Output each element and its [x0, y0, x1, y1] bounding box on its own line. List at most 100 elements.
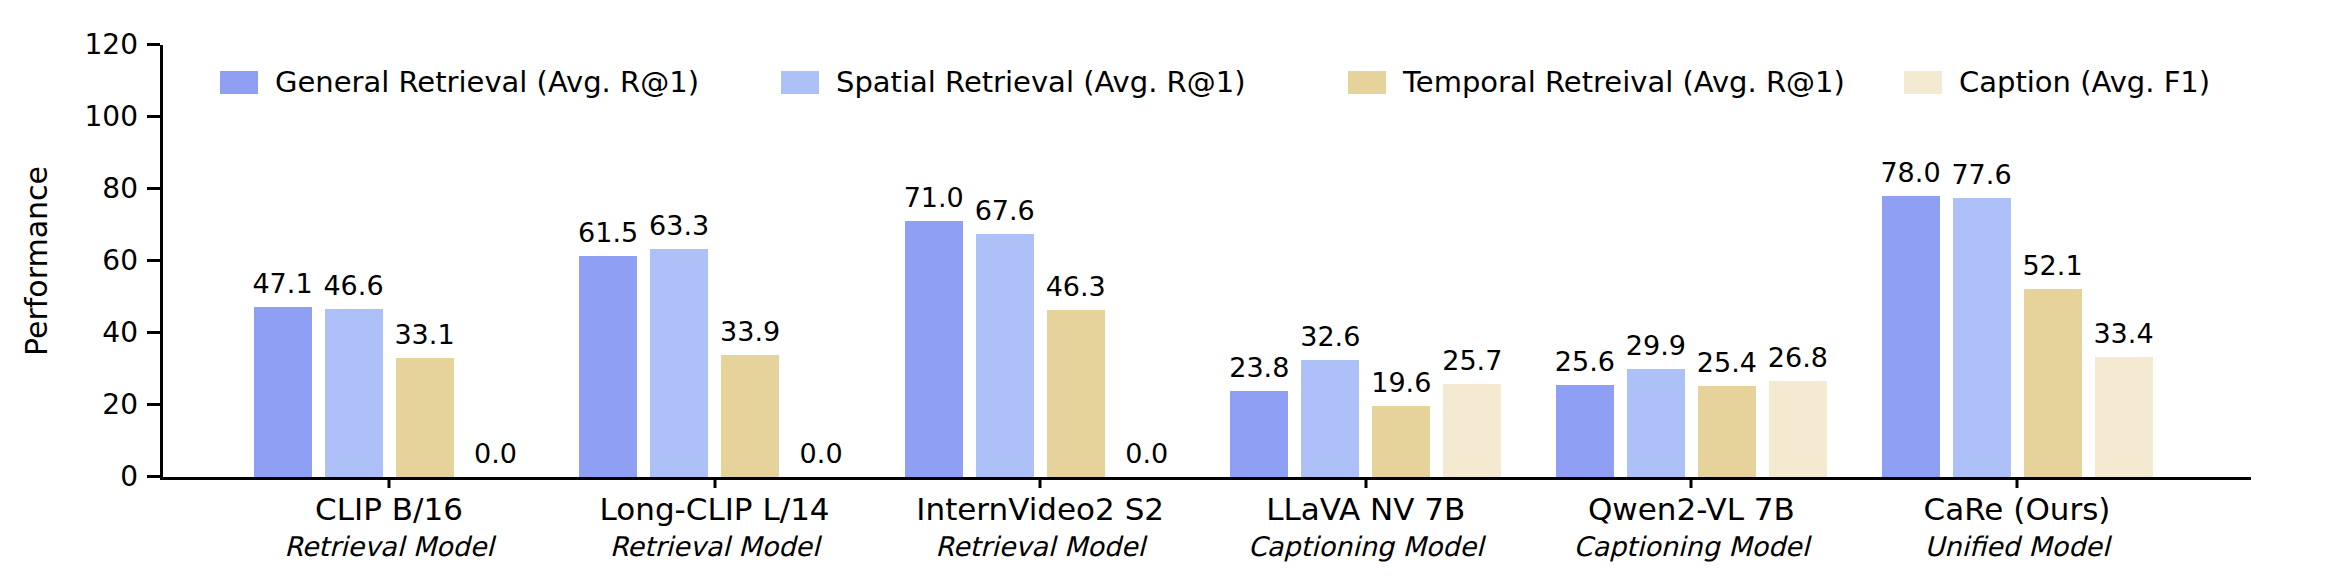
bar-slot: 71.0 [905, 221, 963, 477]
bar-caption-avg-f1-llava-nv-7b [1443, 384, 1501, 477]
bar-slot: 29.9 [1627, 369, 1685, 477]
bar-slot: 25.7 [1443, 384, 1501, 477]
bar-slot: 33.9 [721, 355, 779, 477]
bar-spatial-retrieval-avg-r-1-llava-nv-7b [1301, 360, 1359, 477]
bar-general-retrieval-avg-r-1-care-ours [1882, 196, 1940, 477]
x-tick-mark [1364, 480, 1367, 488]
bar-slot: 25.4 [1698, 386, 1756, 477]
category-label-clip-b-16: CLIP B/16 [315, 491, 463, 527]
bar-value-label: 78.0 [1880, 157, 1940, 188]
bar-temporal-retreival-avg-r-1-qwen2-vl-7b [1698, 386, 1756, 477]
bar-chart-figure: Performance 020406080100120 General Retr… [0, 0, 2348, 587]
category-type-label: Retrieval Model [610, 531, 820, 562]
bars-row: 23.832.619.625.7 [1230, 45, 1501, 477]
category-label-qwen2-vl-7b: Qwen2-VL 7B [1588, 491, 1795, 527]
bar-slot: 67.6 [976, 234, 1034, 477]
bar-group-care-ours: 78.077.652.133.4CaRe (Ours)Unified Model [1882, 45, 2153, 477]
category-type-label: Retrieval Model [935, 531, 1145, 562]
category-label-long-clip-l-14: Long-CLIP L/14 [600, 491, 830, 527]
x-tick-mark [713, 480, 716, 488]
plot-area: 020406080100120 General Retrieval (Avg. … [160, 45, 2251, 480]
bar-general-retrieval-avg-r-1-llava-nv-7b [1230, 391, 1288, 477]
bar-spatial-retrieval-avg-r-1-qwen2-vl-7b [1627, 369, 1685, 477]
legend-swatch-general-retrieval-avg-r-1 [220, 71, 258, 94]
bar-spatial-retrieval-avg-r-1-long-clip-l-14 [650, 249, 708, 477]
bar-slot: 19.6 [1372, 406, 1430, 477]
bar-slot: 78.0 [1882, 196, 1940, 477]
y-tick-mark [147, 115, 160, 118]
category-label-care-ours: CaRe (Ours) [1924, 491, 2111, 527]
bar-temporal-retreival-avg-r-1-care-ours [2024, 289, 2082, 477]
bar-value-label: 0.0 [800, 438, 843, 469]
bar-group-llava-nv-7b: 23.832.619.625.7LLaVA NV 7BCaptioning Mo… [1230, 45, 1501, 477]
bar-value-label: 33.9 [720, 316, 780, 347]
category-label-llava-nv-7b: LLaVA NV 7B [1266, 491, 1465, 527]
bar-general-retrieval-avg-r-1-qwen2-vl-7b [1556, 385, 1614, 477]
bar-slot: 47.1 [254, 307, 312, 477]
bar-slot: 46.6 [325, 309, 383, 477]
x-tick-mark [1690, 480, 1693, 488]
bar-value-label: 67.6 [975, 195, 1035, 226]
bar-value-label: 33.4 [2093, 318, 2153, 349]
y-tick-label: 0 [43, 460, 138, 494]
bar-value-label: 25.6 [1555, 346, 1615, 377]
bar-slot: 26.8 [1769, 381, 1827, 477]
bars-row: 71.067.646.30.0 [905, 45, 1176, 477]
bar-value-label: 46.3 [1046, 271, 1106, 302]
x-tick-mark [388, 480, 391, 488]
bar-slot: 61.5 [579, 256, 637, 477]
bar-value-label: 46.6 [323, 270, 383, 301]
bar-value-label: 0.0 [474, 438, 517, 469]
bar-group-clip-b-16: 47.146.633.10.0CLIP B/16Retrieval Model [254, 45, 525, 477]
bars-row: 78.077.652.133.4 [1882, 45, 2153, 477]
y-tick-label: 120 [43, 28, 138, 62]
y-tick-label: 60 [43, 244, 138, 278]
bar-value-label: 32.6 [1300, 321, 1360, 352]
y-tick-label: 100 [43, 100, 138, 134]
y-tick-mark [147, 187, 160, 190]
category-type-label: Unified Model [1925, 531, 2110, 562]
bars-row: 61.563.333.90.0 [579, 45, 850, 477]
bars-row: 47.146.633.10.0 [254, 45, 525, 477]
bar-group-qwen2-vl-7b: 25.629.925.426.8Qwen2-VL 7BCaptioning Mo… [1556, 45, 1827, 477]
y-tick-mark [147, 331, 160, 334]
bar-value-label: 0.0 [1125, 438, 1168, 469]
bar-value-label: 61.5 [578, 217, 638, 248]
y-tick-label: 20 [43, 388, 138, 422]
bar-general-retrieval-avg-r-1-long-clip-l-14 [579, 256, 637, 477]
x-tick-mark [2016, 480, 2019, 488]
bar-slot: 23.8 [1230, 391, 1288, 477]
bar-general-retrieval-avg-r-1-internvideo2-s2 [905, 221, 963, 477]
bar-slot: 63.3 [650, 249, 708, 477]
bar-group-long-clip-l-14: 61.563.333.90.0Long-CLIP L/14Retrieval M… [579, 45, 850, 477]
bar-group-internvideo2-s2: 71.067.646.30.0InternVideo2 S2Retrieval … [905, 45, 1176, 477]
y-tick-mark [147, 43, 160, 46]
bar-slot: 46.3 [1047, 310, 1105, 477]
bar-slot: 25.6 [1556, 385, 1614, 477]
bar-slot: 32.6 [1301, 360, 1359, 477]
bar-value-label: 71.0 [904, 182, 964, 213]
category-type-label: Captioning Model [1574, 531, 1810, 562]
bar-value-label: 25.4 [1697, 347, 1757, 378]
category-type-label: Captioning Model [1248, 531, 1484, 562]
bar-slot: 77.6 [1953, 198, 2011, 477]
bar-value-label: 63.3 [649, 210, 709, 241]
y-tick-mark [147, 403, 160, 406]
bars-row: 25.629.925.426.8 [1556, 45, 1827, 477]
bar-value-label: 52.1 [2022, 250, 2082, 281]
bar-value-label: 23.8 [1229, 352, 1289, 383]
category-type-label: Retrieval Model [284, 531, 494, 562]
bar-value-label: 77.6 [1951, 159, 2011, 190]
bar-spatial-retrieval-avg-r-1-internvideo2-s2 [976, 234, 1034, 477]
bar-value-label: 33.1 [394, 319, 454, 350]
y-tick-mark [147, 259, 160, 262]
bar-value-label: 25.7 [1442, 345, 1502, 376]
bar-temporal-retreival-avg-r-1-long-clip-l-14 [721, 355, 779, 477]
bar-slot: 33.1 [396, 358, 454, 477]
y-tick-mark [147, 475, 160, 478]
bar-caption-avg-f1-care-ours [2095, 357, 2153, 477]
bar-spatial-retrieval-avg-r-1-clip-b-16 [325, 309, 383, 477]
y-tick-label: 40 [43, 316, 138, 350]
bar-value-label: 19.6 [1371, 367, 1431, 398]
bar-slot: 33.4 [2095, 357, 2153, 477]
